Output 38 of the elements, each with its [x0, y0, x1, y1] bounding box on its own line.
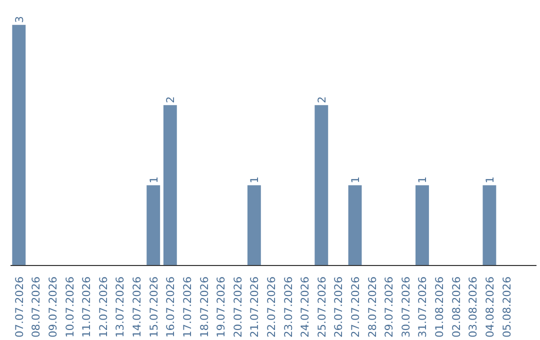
x-tick-label: 15.07.2026 [147, 276, 160, 338]
x-tick-label: 12.07.2026 [96, 276, 110, 338]
x-tick-label: 11.07.2026 [80, 276, 94, 338]
x-tick-label: 21.07.2026 [248, 276, 262, 338]
x-tick-label: 28.07.2026 [366, 276, 379, 338]
x-tick-label: 18.07.2026 [198, 276, 211, 338]
x-tick-label: 04.08.2026 [483, 276, 496, 338]
data-label: 2 [164, 96, 178, 104]
x-tick-label: 22.07.2026 [264, 276, 278, 338]
x-tick-label: 30.07.2026 [399, 276, 412, 338]
x-tick-label: 27.07.2026 [349, 276, 362, 338]
x-tick-label: 16.07.2026 [164, 276, 178, 338]
x-tick-label: 08.07.2026 [30, 276, 43, 338]
x-tick-label: 05.08.2026 [500, 276, 514, 338]
x-tick-label: 03.08.2026 [466, 276, 480, 338]
x-tick-label: 29.07.2026 [382, 276, 396, 338]
x-tick-label: 24.07.2026 [298, 276, 312, 338]
data-label: 1 [416, 176, 430, 184]
x-tick-label: 14.07.2026 [130, 276, 144, 338]
x-tick-label: 23.07.2026 [282, 276, 295, 338]
data-label: 1 [349, 176, 362, 184]
data-label: 3 [12, 16, 26, 23]
x-tick-label: 09.07.2026 [46, 276, 60, 338]
x-tick-label: 20.07.2026 [231, 276, 244, 338]
x-tick-label: 13.07.2026 [114, 276, 127, 338]
x-tick-label: 31.07.2026 [416, 276, 430, 338]
x-tick-label: 07.07.2026 [12, 276, 26, 338]
data-label: 1 [248, 176, 262, 184]
x-tick-label: 25.07.2026 [315, 276, 328, 338]
x-tick-label: 01.08.2026 [433, 276, 446, 338]
data-label: 2 [315, 96, 328, 104]
data-label: 1 [147, 176, 160, 184]
x-tick-label: 02.08.2026 [450, 276, 463, 338]
x-tick-label: 17.07.2026 [180, 276, 194, 338]
data-label: 1 [483, 176, 496, 184]
x-tick-label: 10.07.2026 [63, 276, 76, 338]
x-tick-label: 19.07.2026 [214, 276, 228, 338]
x-tick-label: 26.07.2026 [332, 276, 346, 338]
